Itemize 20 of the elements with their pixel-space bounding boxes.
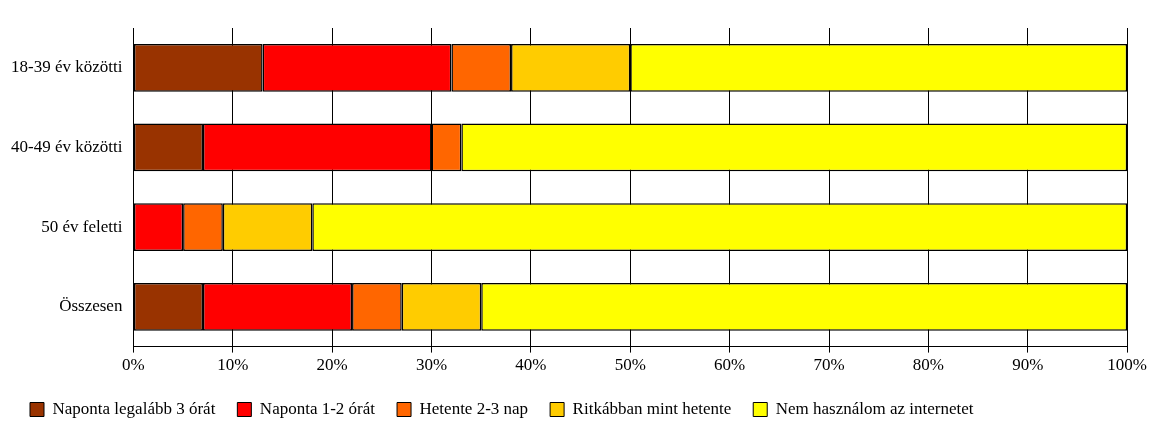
- legend-label: Ritkábban mint hetente: [572, 398, 732, 418]
- x-tick-label: 20%: [316, 355, 348, 375]
- y-tick-label: 50 év feletti: [41, 216, 123, 236]
- x-tick-label: 90%: [1012, 355, 1044, 375]
- x-tick-label: 0%: [122, 355, 145, 375]
- x-tick-label: 50%: [614, 355, 646, 375]
- x-tick-label: 10%: [217, 355, 249, 375]
- y-tick-label: Összesen: [59, 296, 123, 316]
- x-tick-label: 80%: [912, 355, 945, 375]
- legend-label: Naponta 1-2 órát: [259, 398, 376, 418]
- x-tick-label: 60%: [714, 355, 746, 375]
- x-tick-label: 30%: [415, 355, 448, 375]
- legend-label: Nem használom az internetet: [775, 398, 974, 418]
- x-tick-label: 40%: [515, 355, 547, 375]
- y-tick-label: 18-39 év közötti: [11, 57, 123, 77]
- y-tick-label: 40-49 év közötti: [11, 136, 123, 156]
- legend-label: Naponta legalább 3 órát: [52, 398, 216, 418]
- x-tick-label: 100%: [1107, 355, 1148, 375]
- x-tick-label: 70%: [813, 355, 845, 375]
- legend-label: Hetente 2-3 nap: [419, 398, 529, 418]
